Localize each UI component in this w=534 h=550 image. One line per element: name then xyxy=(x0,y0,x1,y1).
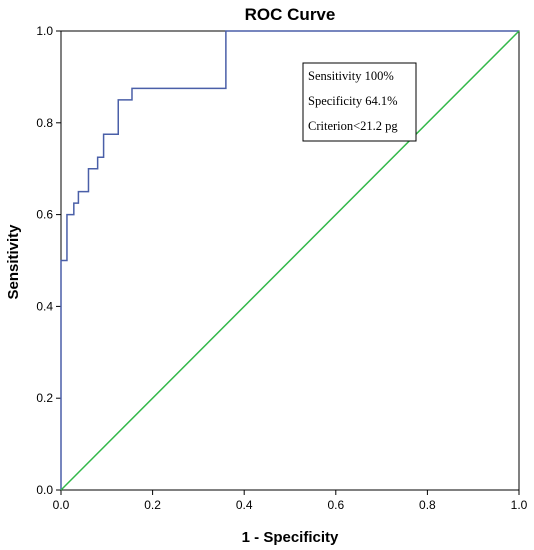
x-axis: 0.0 0.2 0.4 0.6 0.8 1.0 xyxy=(53,490,528,512)
annotation-criterion: Criterion<21.2 pg xyxy=(308,119,398,133)
y-axis: 0.0 0.2 0.4 0.6 0.8 1.0 xyxy=(36,24,61,497)
y-axis-label: Sensitivity xyxy=(5,224,22,300)
y-tick-label: 0.0 xyxy=(36,483,53,497)
annotation-specificity: Specificity 64.1% xyxy=(308,94,398,108)
y-tick-label: 0.8 xyxy=(36,116,53,130)
roc-curve-line xyxy=(60,30,519,490)
x-tick-label: 1.0 xyxy=(511,498,528,512)
y-tick-label: 0.4 xyxy=(36,299,53,313)
annotation-sensitivity: Sensitivity 100% xyxy=(308,69,394,83)
reference-diagonal-line xyxy=(60,30,520,491)
y-tick-label: 0.2 xyxy=(36,391,53,405)
x-axis-label: 1 - Specificity xyxy=(242,529,339,546)
x-tick-label: 0.8 xyxy=(419,498,436,512)
x-tick-label: 0.4 xyxy=(236,498,253,512)
annotation-box: Sensitivity 100% Specificity 64.1% Crite… xyxy=(302,62,417,142)
chart-title: ROC Curve xyxy=(245,5,336,24)
series-layer xyxy=(60,30,520,491)
x-tick-label: 0.0 xyxy=(53,498,70,512)
y-tick-label: 1.0 xyxy=(36,24,53,38)
x-tick-label: 0.2 xyxy=(144,498,161,512)
y-tick-label: 0.6 xyxy=(36,208,53,222)
annotation-box-frame xyxy=(302,62,417,142)
x-tick-label: 0.6 xyxy=(327,498,344,512)
